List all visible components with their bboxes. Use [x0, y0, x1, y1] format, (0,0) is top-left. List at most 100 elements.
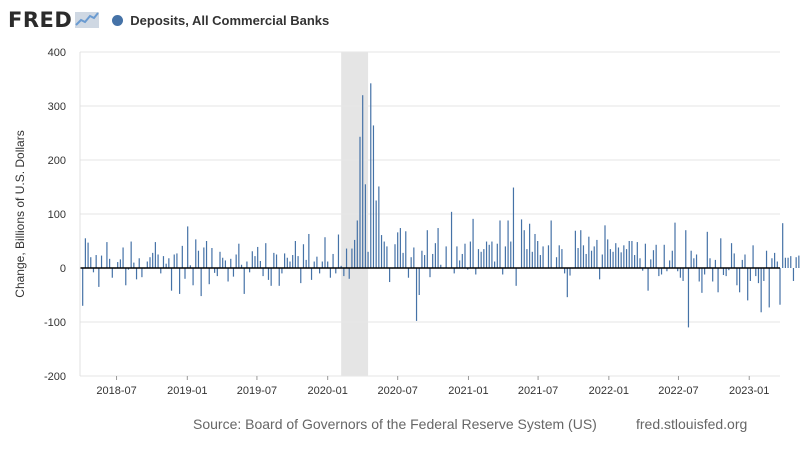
bar [590, 250, 593, 268]
bar [424, 255, 426, 268]
bar [763, 268, 765, 281]
bar [547, 245, 550, 268]
bar [617, 247, 620, 268]
bar [197, 250, 200, 268]
bar [117, 262, 119, 268]
bar [415, 268, 418, 321]
bar [631, 241, 633, 268]
bar [259, 260, 261, 268]
bar [593, 246, 595, 268]
bar [95, 255, 97, 268]
bar [351, 248, 353, 268]
bar [569, 268, 571, 276]
bar [181, 245, 183, 268]
bar [222, 257, 224, 268]
bar [141, 268, 143, 278]
bar [179, 268, 181, 294]
x-axis-ticks: 2018-07 2019-01 2019-07 2020-01 2020-07 2021-… [96, 376, 769, 397]
bar [138, 258, 140, 268]
bar [555, 257, 558, 268]
bar [364, 184, 366, 268]
bar [386, 246, 388, 268]
bar [284, 253, 286, 268]
bar [682, 268, 684, 281]
bar [712, 268, 714, 282]
bar [195, 239, 197, 268]
bar [679, 268, 681, 278]
bar [184, 268, 186, 279]
bar [359, 136, 361, 268]
bar [488, 244, 490, 268]
x-tick-label: 2020-07 [378, 385, 418, 397]
bar [542, 246, 544, 268]
bar [733, 253, 735, 268]
bar [499, 220, 501, 268]
bar [652, 250, 655, 268]
bar [787, 257, 789, 268]
bar [305, 259, 307, 268]
bar [520, 219, 523, 268]
legend-swatch [112, 14, 124, 26]
bar [297, 256, 299, 268]
bar [133, 262, 135, 268]
bar [480, 251, 482, 268]
bar [251, 251, 253, 268]
bar [316, 256, 318, 268]
bar [566, 268, 568, 298]
bar [558, 245, 560, 268]
bar [122, 247, 124, 268]
bar [238, 243, 240, 268]
bar [235, 254, 237, 268]
bar [585, 253, 587, 268]
bar [596, 239, 598, 268]
site-link[interactable]: fred.stlouisfed.org [636, 416, 748, 432]
bar [620, 252, 622, 268]
bar [615, 243, 617, 268]
bar [152, 252, 154, 268]
bar [375, 200, 377, 268]
bar [267, 268, 270, 280]
bar [690, 250, 692, 268]
bar [232, 268, 235, 277]
bar [176, 253, 178, 268]
bar [704, 268, 706, 275]
bar [189, 265, 191, 268]
bar [660, 268, 663, 275]
bar [475, 268, 477, 275]
bar [356, 220, 358, 268]
fred-logo[interactable]: FRED [8, 8, 73, 32]
bar [464, 243, 466, 268]
bar [469, 241, 471, 268]
bar [230, 258, 232, 268]
bar [612, 251, 614, 268]
y-tick-label: -200 [44, 371, 66, 383]
bar [383, 241, 385, 268]
bar [588, 236, 590, 268]
x-tick-label: 2018-07 [96, 385, 136, 397]
bar [574, 230, 576, 268]
source-note: Source: Board of Governors of the Federa… [193, 416, 597, 432]
bar [119, 259, 121, 268]
bar [747, 268, 749, 301]
bar [491, 241, 493, 268]
bar [599, 268, 601, 280]
bar [407, 268, 410, 278]
bar [340, 265, 342, 268]
bar [187, 226, 189, 268]
bar [149, 257, 151, 268]
chart-line-icon [75, 12, 100, 28]
bar [378, 186, 380, 268]
bar [494, 261, 496, 268]
bar [642, 268, 644, 271]
bar [227, 268, 229, 282]
bar [157, 254, 159, 268]
bar [146, 261, 148, 268]
x-tick-label: 2020-01 [308, 385, 348, 397]
bar [367, 251, 369, 268]
y-axis-title: Change, Billions of U.S. Dollars [13, 130, 27, 297]
bar [453, 268, 455, 274]
bar [281, 268, 283, 274]
bar [173, 254, 175, 268]
bar [292, 255, 294, 268]
bar [472, 218, 474, 268]
